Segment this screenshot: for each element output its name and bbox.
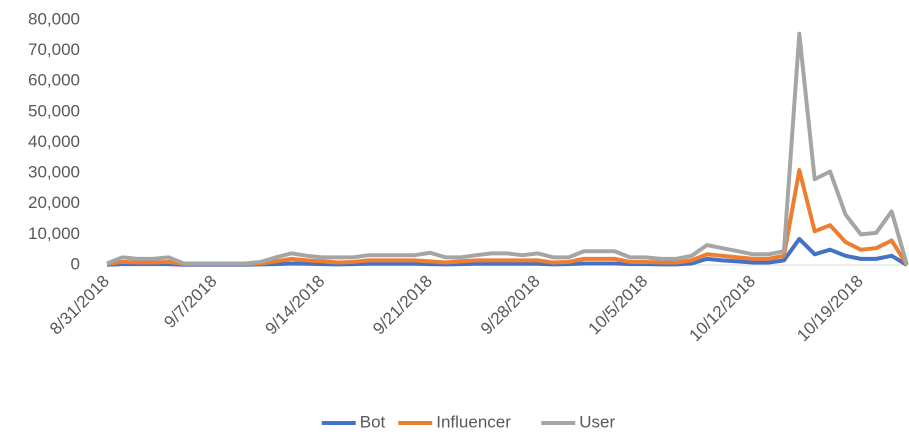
x-tick-label: 9/14/2018 xyxy=(261,272,328,339)
y-tick-label: 40,000 xyxy=(28,132,80,151)
y-tick-label: 50,000 xyxy=(28,101,80,120)
x-tick-label: 9/28/2018 xyxy=(477,272,544,339)
y-tick-label: 20,000 xyxy=(28,193,80,212)
y-tick-label: 10,000 xyxy=(28,224,80,243)
legend-label: Bot xyxy=(360,412,386,431)
y-tick-label: 80,000 xyxy=(28,9,80,28)
x-tick-label: 8/31/2018 xyxy=(46,272,113,339)
legend-label: User xyxy=(579,412,615,431)
series-line xyxy=(106,31,909,266)
x-tick-label: 10/12/2018 xyxy=(686,272,760,346)
y-tick-label: 30,000 xyxy=(28,163,80,182)
x-tick-label: 9/21/2018 xyxy=(369,272,436,339)
y-tick-label: 60,000 xyxy=(28,71,80,90)
x-tick-label: 9/7/2018 xyxy=(160,272,220,332)
x-tick-label: 10/19/2018 xyxy=(793,272,867,346)
y-tick-label: 70,000 xyxy=(28,40,80,59)
y-tick-label: 0 xyxy=(71,254,80,273)
legend-label: Influencer xyxy=(436,412,511,431)
x-tick-label: 10/5/2018 xyxy=(585,272,652,339)
